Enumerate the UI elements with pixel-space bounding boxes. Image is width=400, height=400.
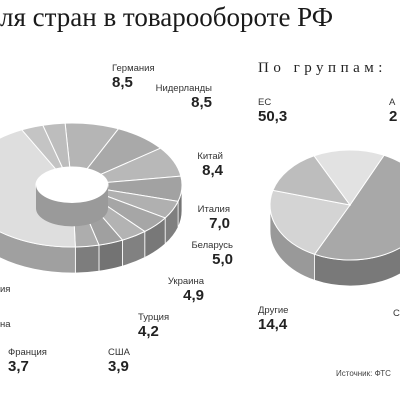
label-eu: ЕС 50,3 (258, 97, 288, 125)
pie-slice-3 (313, 149, 385, 206)
donut-hole (36, 167, 108, 203)
pie-slice-0 (313, 154, 400, 261)
label-netherlands: Нидерланды 8,5 (155, 83, 212, 111)
label-turkey: Турция 4,2 (138, 312, 170, 340)
chart-title: ля стран в товарообороте РФ (0, 2, 334, 32)
label-group-a: А 2 (389, 97, 398, 125)
groups-subtitle: По группам: (258, 60, 387, 76)
groups-pie (269, 149, 400, 287)
donut-side-8 (74, 244, 100, 274)
label-france: Франция 3,7 (8, 347, 47, 375)
label-others: Другие 14,4 (258, 305, 289, 333)
label-usa: США 3,9 (108, 347, 130, 375)
donut-slice-11 (42, 122, 71, 169)
pie-slice-1 (269, 189, 351, 255)
pie-slice-2 (272, 155, 352, 206)
label-belarus: Беларусь 5,0 (191, 240, 233, 268)
label-germany: Германия 8,5 (112, 63, 155, 91)
label-china: Китай 8,4 (197, 151, 223, 179)
label-cut-2: на (0, 319, 11, 330)
countries-donut (0, 122, 183, 274)
label-cut-1: ия (0, 284, 11, 295)
donut-hole-wall (36, 185, 108, 227)
label-group-c: С (393, 308, 400, 319)
source-note: Источник: ФТС (336, 369, 391, 378)
label-ukraine: Украина 4,9 (167, 276, 204, 304)
label-italy: Италия 7,0 (197, 204, 230, 232)
